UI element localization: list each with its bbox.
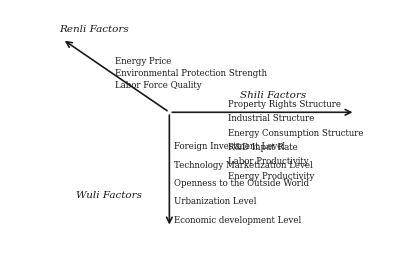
Text: Openness to the Outside World: Openness to the Outside World: [174, 179, 309, 188]
Text: Labor Force Quality: Labor Force Quality: [115, 81, 202, 90]
Text: Labor Productivity: Labor Productivity: [228, 158, 309, 166]
Text: Urbanization Level: Urbanization Level: [174, 198, 256, 206]
Text: Economic development Level: Economic development Level: [174, 216, 301, 225]
Text: R&D Input Rate: R&D Input Rate: [228, 143, 298, 152]
Text: Industrial Structure: Industrial Structure: [228, 114, 315, 123]
Text: Technology Marketization Level: Technology Marketization Level: [174, 161, 313, 170]
Text: Energy Productivity: Energy Productivity: [228, 172, 315, 181]
Text: Energy Consumption Structure: Energy Consumption Structure: [228, 129, 364, 138]
Text: Foreign Investment Level: Foreign Investment Level: [174, 142, 285, 151]
Text: Environmental Protection Strength: Environmental Protection Strength: [115, 69, 267, 78]
Text: Shili Factors: Shili Factors: [240, 91, 306, 100]
Text: Wuli Factors: Wuli Factors: [76, 191, 142, 200]
Text: Renli Factors: Renli Factors: [59, 25, 129, 34]
Text: Energy Price: Energy Price: [115, 57, 172, 66]
Text: Property Rights Structure: Property Rights Structure: [228, 100, 341, 109]
